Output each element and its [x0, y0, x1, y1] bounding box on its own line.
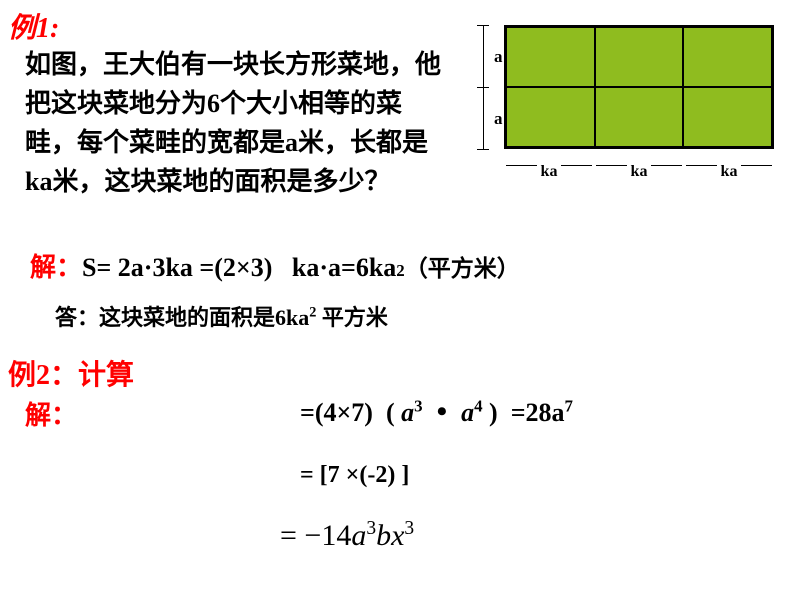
- example1-heading: 例1:: [8, 6, 59, 46]
- line1-var1: a: [401, 398, 414, 427]
- field-grid: [504, 25, 774, 149]
- step4-exp: 2: [396, 261, 404, 280]
- cell: [595, 87, 684, 147]
- cell: [683, 87, 772, 147]
- step4-unit: （平方米）: [405, 256, 520, 281]
- line1-exp1: 3: [414, 396, 422, 415]
- example2-line2: = [7 ×(-2) ]: [300, 462, 409, 489]
- ka-dim: ka: [684, 155, 774, 181]
- cell: [683, 27, 772, 87]
- example2-heading: 例2：计算: [8, 353, 134, 393]
- line3-a: a: [351, 519, 366, 552]
- line3-b: bx: [376, 519, 404, 552]
- field-diagram: a a ka ka ka: [464, 25, 784, 195]
- a-label-2: a: [492, 109, 505, 129]
- line1-c-exp: 7: [565, 396, 573, 415]
- ka-label: ka: [537, 163, 562, 181]
- horizontal-dimensions: ka ka ka: [504, 155, 774, 181]
- step4-prefix: =6ka: [341, 253, 396, 282]
- solution-label: 解：: [30, 253, 82, 282]
- line1-dot: •: [429, 395, 455, 428]
- a-label-1: a: [492, 47, 505, 67]
- answer-unit: 平方米: [316, 305, 388, 330]
- step3: ka·a: [292, 253, 341, 282]
- example1-answer: 答：这块菜地的面积是6ka2 平方米: [55, 300, 388, 332]
- line3-exp-a: 3: [366, 518, 376, 539]
- answer-prefix: 答：这块菜地的面积是6ka: [55, 305, 309, 330]
- ka-dim: ka: [504, 155, 594, 181]
- ka-label: ka: [627, 163, 652, 181]
- s-equals: S= 2a·3ka: [82, 253, 193, 282]
- cell: [595, 27, 684, 87]
- line1-a: =(4×7): [300, 398, 373, 427]
- example2-solution-label: 解：: [25, 395, 77, 432]
- vertical-dimension: a a: [474, 25, 492, 153]
- example2-line3: = −14a3bx3: [280, 518, 414, 553]
- line3-exp-b: 3: [404, 518, 414, 539]
- cell: [506, 27, 595, 87]
- cell: [506, 87, 595, 147]
- example1-solution: 解：S= 2a·3ka =(2×3) ka·a=6ka2（平方米）: [30, 247, 520, 284]
- line3-eq: = −14: [280, 519, 351, 552]
- example2-line1: =(4×7) ( a3 • a4 ) =28a7: [300, 395, 573, 429]
- line1-exp2: 4: [474, 396, 482, 415]
- line1-var2: a: [461, 398, 474, 427]
- line1-c: =28a: [511, 398, 565, 427]
- ka-dim: ka: [594, 155, 684, 181]
- example1-problem: 如图，王大伯有一块长方形菜地，他把这块菜地分为6个大小相等的菜畦，每个菜畦的宽都…: [25, 45, 445, 201]
- ka-label: ka: [717, 163, 742, 181]
- step2: =(2×3): [199, 253, 272, 282]
